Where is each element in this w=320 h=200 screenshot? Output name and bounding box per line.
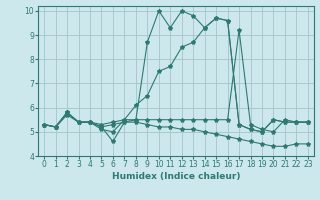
X-axis label: Humidex (Indice chaleur): Humidex (Indice chaleur)	[112, 172, 240, 181]
